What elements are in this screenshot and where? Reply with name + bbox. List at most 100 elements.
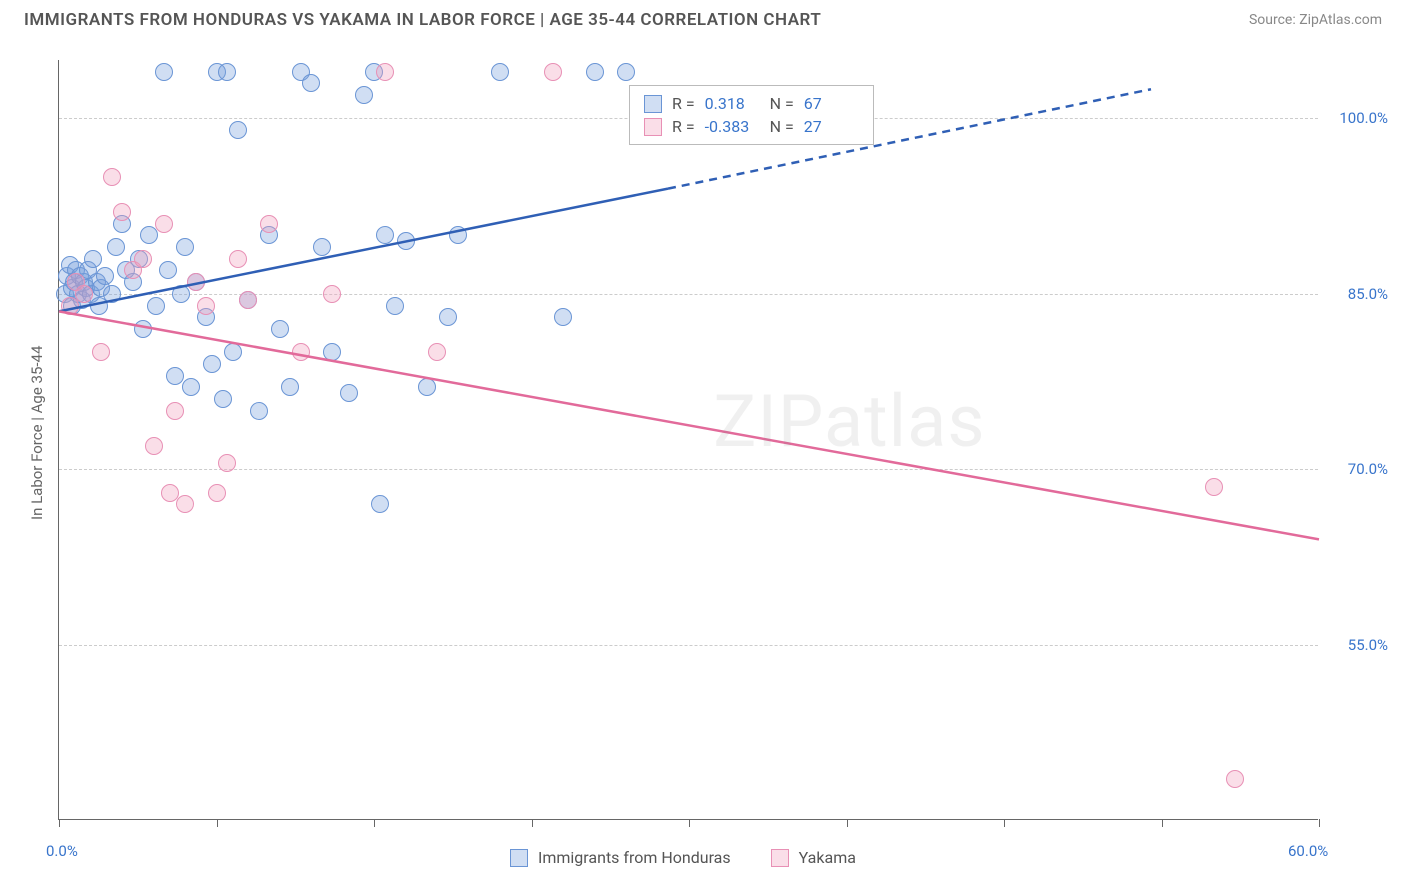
scatter-point-honduras [172, 285, 190, 303]
scatter-point-yakama [1205, 478, 1223, 496]
scatter-point-honduras [371, 495, 389, 513]
y-tick-label: 70.0% [1328, 460, 1388, 478]
scatter-point-honduras [229, 121, 247, 139]
scatter-point-honduras [96, 267, 114, 285]
n-label: N = [770, 94, 794, 113]
x-tick [1162, 819, 1163, 827]
scatter-point-honduras [250, 402, 268, 420]
x-tick-label: 0.0% [46, 842, 78, 860]
x-tick [217, 819, 218, 827]
scatter-point-honduras [159, 261, 177, 279]
gridline [59, 645, 1318, 646]
scatter-point-honduras [355, 86, 373, 104]
chart-header: IMMIGRANTS FROM HONDURAS VS YAKAMA IN LA… [0, 0, 1406, 36]
scatter-point-yakama [187, 273, 205, 291]
scatter-point-yakama [134, 250, 152, 268]
n-value-honduras: 67 [804, 94, 859, 113]
scatter-point-yakama [323, 285, 341, 303]
legend-swatch-yakama [644, 118, 662, 136]
r-value-yakama: -0.383 [705, 117, 760, 136]
scatter-point-yakama [376, 63, 394, 81]
scatter-point-yakama [166, 402, 184, 420]
n-value-yakama: 27 [804, 117, 859, 136]
stats-row-honduras: R = 0.318 N = 67 [644, 92, 859, 115]
scatter-point-yakama [113, 203, 131, 221]
scatter-point-honduras [140, 226, 158, 244]
scatter-point-honduras [439, 308, 457, 326]
scatter-point-honduras [397, 232, 415, 250]
legend-label-yakama: Yakama [799, 848, 856, 867]
scatter-point-yakama [229, 250, 247, 268]
scatter-point-yakama [61, 297, 79, 315]
scatter-point-honduras [418, 378, 436, 396]
trend-lines [59, 60, 1319, 820]
y-axis-label: In Labor Force | Age 35-44 [28, 346, 46, 520]
scatter-point-honduras [554, 308, 572, 326]
scatter-point-yakama [239, 291, 257, 309]
legend-swatch-honduras [510, 849, 528, 867]
scatter-point-yakama [208, 484, 226, 502]
r-label: R = [672, 94, 695, 113]
scatter-point-honduras [84, 250, 102, 268]
scatter-point-honduras [103, 285, 121, 303]
scatter-point-yakama [260, 215, 278, 233]
x-tick [1004, 819, 1005, 827]
scatter-point-yakama [145, 437, 163, 455]
scatter-point-honduras [134, 320, 152, 338]
legend-label-honduras: Immigrants from Honduras [538, 848, 731, 867]
scatter-point-honduras [586, 63, 604, 81]
scatter-point-honduras [386, 297, 404, 315]
scatter-point-honduras [281, 378, 299, 396]
scatter-point-honduras [155, 63, 173, 81]
x-tick [847, 819, 848, 827]
y-tick-label: 55.0% [1328, 636, 1388, 654]
legend-item-yakama: Yakama [771, 848, 856, 867]
series-legend: Immigrants from Honduras Yakama [510, 848, 856, 867]
r-label: R = [672, 117, 695, 136]
scatter-point-yakama [103, 168, 121, 186]
y-tick-label: 85.0% [1328, 285, 1388, 303]
legend-item-honduras: Immigrants from Honduras [510, 848, 731, 867]
x-tick [374, 819, 375, 827]
scatter-point-honduras [323, 343, 341, 361]
scatter-point-honduras [449, 226, 467, 244]
scatter-point-yakama [292, 343, 310, 361]
scatter-point-honduras [340, 384, 358, 402]
scatter-point-honduras [147, 297, 165, 315]
scatter-point-yakama [428, 343, 446, 361]
scatter-point-honduras [214, 390, 232, 408]
scatter-point-yakama [197, 297, 215, 315]
scatter-point-honduras [491, 63, 509, 81]
scatter-point-honduras [224, 343, 242, 361]
scatter-point-yakama [176, 495, 194, 513]
scatter-point-yakama [92, 343, 110, 361]
x-tick-label: 60.0% [1288, 842, 1328, 860]
scatter-point-honduras [203, 355, 221, 373]
plot-area: 55.0%70.0%85.0%100.0%R =0.318N =67R =-0.… [58, 60, 1318, 820]
chart-title: IMMIGRANTS FROM HONDURAS VS YAKAMA IN LA… [24, 10, 821, 30]
scatter-point-honduras [166, 367, 184, 385]
x-tick [1319, 819, 1320, 827]
source-attribution: Source: ZipAtlas.com [1249, 12, 1382, 28]
scatter-point-honduras [376, 226, 394, 244]
n-label: N = [770, 117, 794, 136]
stats-row-yakama: R = -0.383 N = 27 [644, 115, 859, 138]
scatter-point-honduras [176, 238, 194, 256]
correlation-chart: 55.0% 70.0% 85.0% 100.0% R = 0.318 N = 67 R = -0.… [0, 40, 1406, 892]
x-tick [689, 819, 690, 827]
r-value-honduras: 0.318 [705, 94, 760, 113]
scatter-point-honduras [313, 238, 331, 256]
scatter-point-yakama [155, 215, 173, 233]
scatter-point-honduras [107, 238, 125, 256]
y-tick-label: 100.0% [1328, 109, 1388, 127]
correlation-stats-box: R = 0.318 N = 67 R = -0.383 N = 27 [629, 85, 874, 145]
x-tick [59, 819, 60, 827]
scatter-point-honduras [182, 378, 200, 396]
trend-line-yakama [59, 311, 1319, 539]
scatter-point-honduras [302, 74, 320, 92]
scatter-point-yakama [75, 285, 93, 303]
scatter-point-yakama [218, 454, 236, 472]
scatter-point-honduras [271, 320, 289, 338]
scatter-point-honduras [218, 63, 236, 81]
scatter-point-honduras [617, 63, 635, 81]
